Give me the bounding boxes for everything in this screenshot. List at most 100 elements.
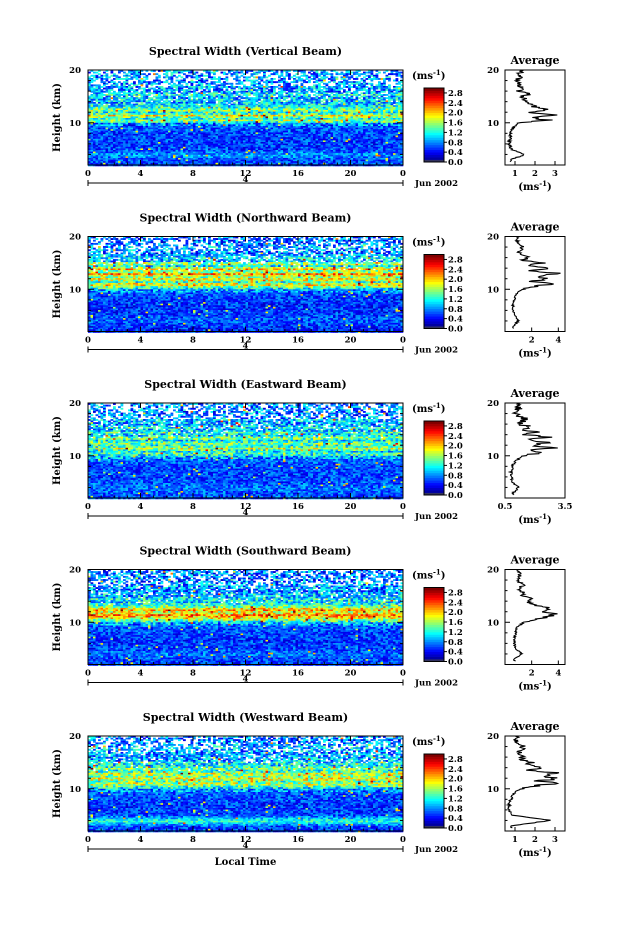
heatmap-cell: [386, 97, 389, 99]
heatmap-cell: [396, 80, 399, 82]
heatmap-cell: [341, 88, 344, 90]
heatmap-cell: [156, 73, 159, 75]
heatmap-cell: [241, 72, 244, 74]
heatmap-cell: [363, 73, 366, 75]
heatmap-cell: [108, 102, 111, 104]
heatmap-cell: [378, 72, 381, 74]
heatmap-cell: [291, 81, 294, 83]
heatmap-cell: [118, 81, 121, 83]
heatmap-cell: [301, 75, 304, 77]
heatmap-cell: [168, 78, 171, 80]
heatmap-cell: [301, 97, 304, 99]
heatmap-cell: [346, 86, 349, 88]
heatmap-cell: [151, 84, 154, 86]
heatmap-cell: [308, 81, 311, 83]
heatmap-cell: [138, 88, 141, 90]
heatmap-cell: [191, 76, 194, 78]
heatmap-cell: [251, 92, 254, 94]
heatmap-cell: [278, 81, 281, 83]
heatmap-cell: [351, 76, 354, 78]
heatmap-cell: [396, 83, 399, 85]
heatmap-cell: [341, 78, 344, 80]
heatmap-cell: [108, 81, 111, 83]
heatmap-cell: [371, 75, 374, 77]
heatmap-cell: [301, 80, 304, 82]
heatmap-cell: [323, 83, 326, 85]
heatmap-cell: [236, 83, 239, 85]
heatmap-cell: [203, 75, 206, 77]
heatmap-cell: [106, 83, 109, 85]
heatmap-cell: [376, 88, 379, 90]
heatmap-cell: [318, 75, 321, 77]
heatmap-cell: [136, 78, 139, 80]
heatmap-cell: [131, 89, 134, 91]
heatmap-cell: [101, 81, 104, 83]
heatmap-cell: [383, 91, 386, 93]
heatmap-cell: [278, 76, 281, 78]
heatmap-cell: [121, 91, 124, 93]
heatmap-cell: [181, 89, 184, 91]
heatmap-cell: [398, 75, 401, 77]
heatmap-cell: [211, 83, 214, 85]
heatmap-cell: [153, 96, 156, 98]
heatmap-cell: [146, 97, 149, 99]
heatmap-cell: [311, 91, 314, 93]
heatmap-cell: [366, 72, 369, 74]
heatmap-cell: [233, 99, 236, 101]
heatmap-cell: [148, 73, 151, 75]
heatmap-cell: [103, 72, 106, 74]
heatmap-cell: [356, 83, 359, 85]
heatmap-cell: [241, 92, 244, 94]
heatmap-cell: [196, 96, 199, 98]
heatmap-cell: [243, 80, 246, 82]
heatmap-cell: [346, 83, 349, 85]
heatmap-cell: [328, 91, 331, 93]
heatmap-cell: [293, 88, 296, 90]
heatmap-cell: [238, 76, 241, 78]
heatmap-cell: [238, 88, 241, 90]
heatmap-cell: [183, 73, 186, 75]
heatmap-cell: [196, 81, 199, 83]
heatmap-cells: [88, 70, 403, 166]
heatmap-cell: [326, 76, 329, 78]
heatmap-cell: [111, 89, 114, 91]
heatmap-cell: [276, 86, 279, 88]
heatmap-cell: [173, 75, 176, 77]
heatmap-cell: [131, 78, 134, 80]
heatmap-cell: [366, 75, 369, 77]
heatmap-cell: [253, 94, 256, 96]
heatmap-cell: [343, 91, 346, 93]
heatmap-cell: [293, 91, 296, 93]
heatmap-cell: [341, 73, 344, 75]
heatmap-cell: [333, 81, 336, 83]
heatmap-cell: [138, 94, 141, 96]
heatmap-cell: [193, 81, 196, 83]
heatmap-cell: [361, 96, 364, 98]
heatmap-cell: [228, 86, 231, 88]
heatmap-cell: [266, 88, 269, 90]
heatmap-cell: [311, 78, 314, 80]
heatmap-cell: [98, 73, 101, 75]
heatmap-cell: [343, 94, 346, 96]
heatmap-cell: [231, 100, 234, 102]
heatmap-cell: [293, 75, 296, 77]
heatmap-cell: [216, 81, 219, 83]
heatmap-cell: [308, 72, 311, 74]
heatmap-cell: [93, 80, 96, 82]
heatmap-cell: [276, 81, 279, 83]
heatmap-cell: [251, 84, 254, 86]
heatmap-cell: [203, 81, 206, 83]
heatmap-cell: [236, 100, 239, 102]
heatmap-cell: [183, 86, 186, 88]
heatmap-cell: [168, 92, 171, 94]
heatmap-cell: [268, 86, 271, 88]
heatmap-cell: [366, 86, 369, 88]
heatmap-cell: [188, 81, 191, 83]
heatmap-cell: [398, 83, 401, 85]
heatmap-cell: [103, 88, 106, 90]
heatmap-cell: [326, 84, 329, 86]
heatmap-cell: [158, 83, 161, 85]
heatmap-cell: [128, 72, 131, 74]
heatmap-cell: [238, 96, 241, 98]
heatmap-cell: [118, 72, 121, 74]
